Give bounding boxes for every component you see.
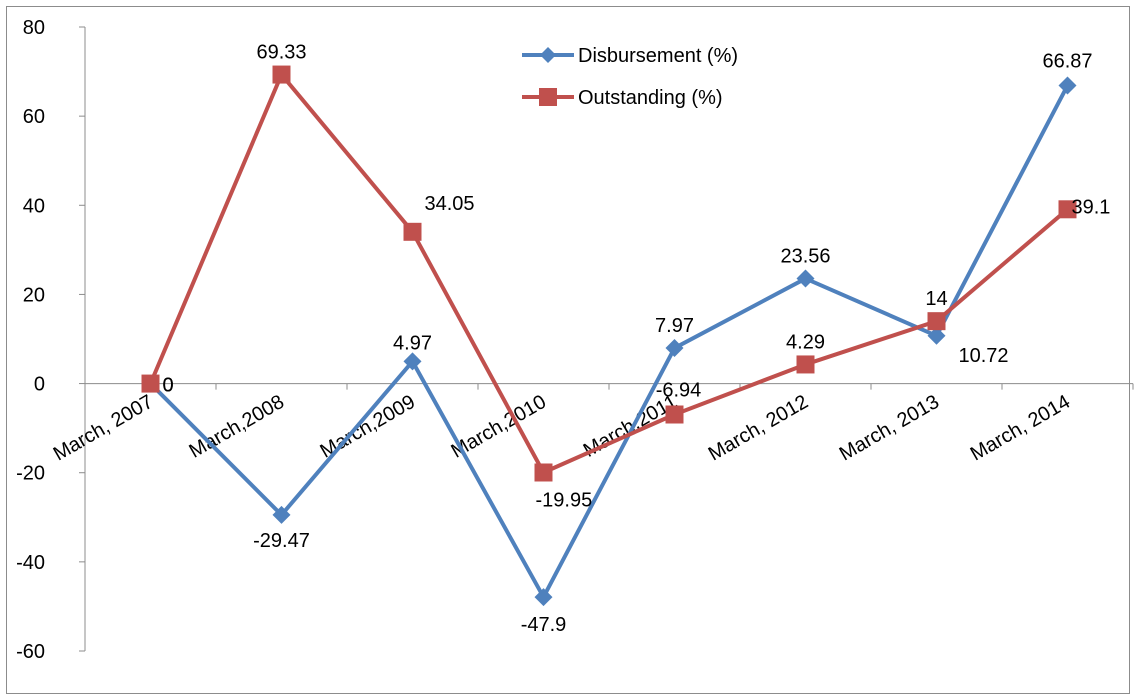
- y-tick-label: 20: [23, 284, 45, 306]
- marker-outstanding: [1058, 200, 1077, 219]
- legend: Disbursement (%) Outstanding (%): [522, 45, 738, 109]
- data-label-disbursement: 10.72: [959, 345, 1009, 367]
- marker-outstanding: [403, 222, 422, 241]
- series-line-disbursement: [149, 84, 1070, 600]
- marker-disbursement: [403, 352, 422, 371]
- series-lines: [148, 72, 1070, 600]
- marker-disbursement: [534, 588, 553, 607]
- marker-outstanding: [927, 312, 946, 331]
- marker-disbursement: [1058, 76, 1077, 95]
- legend-marker-disbursement: [540, 47, 556, 63]
- y-tick-label: 0: [34, 374, 45, 396]
- marker-outstanding: [665, 405, 684, 424]
- data-label-outstanding: 4.29: [786, 331, 825, 353]
- x-tick-label: March, 2014: [967, 391, 1074, 466]
- legend-marker-outstanding: [539, 88, 557, 106]
- data-labels: 0-29.474.97-47.97.9723.5610.7266.87069.3…: [163, 42, 1111, 637]
- data-label-outstanding: -6.94: [656, 380, 702, 402]
- x-tick-label: March, 2013: [836, 391, 943, 466]
- marker-outstanding: [796, 355, 815, 374]
- data-label-disbursement: 0: [163, 375, 174, 397]
- y-tick-label: 60: [23, 106, 45, 128]
- series-markers: [141, 65, 1077, 607]
- data-label-outstanding: -19.95: [536, 489, 593, 511]
- data-label-disbursement: -47.9: [521, 614, 567, 636]
- marker-disbursement: [927, 326, 946, 345]
- marker-outstanding: [141, 374, 160, 393]
- y-tick-label: 80: [23, 17, 45, 39]
- y-tick-label: -60: [16, 641, 45, 663]
- legend-label-outstanding: Outstanding (%): [578, 87, 723, 109]
- data-label-outstanding: 14: [925, 288, 947, 310]
- x-tick-label: March, 2007: [50, 391, 157, 466]
- data-label-outstanding: 34.05: [425, 193, 475, 215]
- x-tick-label: March,2009: [317, 391, 419, 463]
- x-tick-label: March, 2012: [705, 391, 812, 466]
- y-tick-label: 40: [23, 195, 45, 217]
- data-label-disbursement: 23.56: [780, 246, 830, 268]
- data-label-disbursement: -29.47: [253, 530, 310, 552]
- data-label-disbursement: 4.97: [393, 332, 432, 354]
- data-label-disbursement: 7.97: [655, 315, 694, 337]
- data-label-disbursement: 66.87: [1042, 51, 1092, 73]
- chart-frame: [6, 6, 1130, 694]
- data-label-outstanding: 0: [163, 375, 174, 397]
- axes: -60 -40 -20 0 20 40 60 80 March, 2007 March,2008 M…: [16, 17, 1134, 663]
- marker-outstanding: [534, 463, 553, 482]
- data-label-outstanding: 69.33: [256, 42, 306, 64]
- series-line-outstanding: [148, 72, 1069, 475]
- marker-disbursement: [665, 339, 684, 358]
- marker-disbursement: [272, 505, 291, 524]
- data-label-outstanding: 39.1: [1072, 196, 1111, 218]
- y-tick-label: -20: [16, 463, 45, 485]
- x-tick-label: March,2008: [186, 391, 288, 463]
- legend-label-disbursement: Disbursement (%): [578, 45, 738, 67]
- y-tick-label: -40: [16, 552, 45, 574]
- marker-outstanding: [272, 65, 291, 84]
- marker-disbursement: [796, 269, 815, 288]
